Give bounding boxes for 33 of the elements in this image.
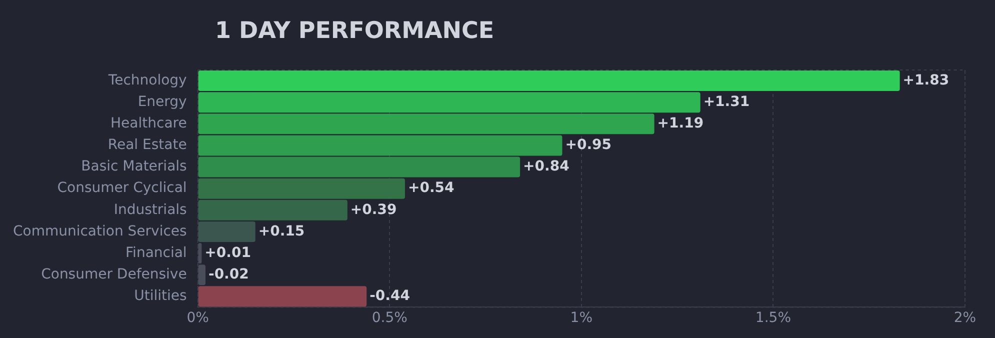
bar [198,221,256,242]
y-tick-label: Technology [107,72,187,88]
x-tick-label: 0% [186,310,209,326]
x-tick-label: 0.5% [372,310,408,326]
data-label: +0.39 [350,202,397,218]
data-label: +0.84 [523,158,570,175]
y-tick-label: Consumer Cyclical [57,180,187,196]
bar [198,156,520,178]
bar [198,92,700,113]
x-tick-label: 1% [570,310,593,326]
bar [198,70,900,92]
data-label: +0.01 [204,244,251,261]
y-tick-label: Industrials [114,202,187,218]
y-tick-label: Healthcare [110,116,187,132]
data-label: +1.83 [902,72,950,88]
bar [198,286,367,307]
y-tick-label: Communication Services [12,223,187,240]
y-tick-label: Real Estate [108,137,187,154]
x-tick-label: 2% [954,310,976,326]
chart-title: 1 DAY PERFORMANCE [215,18,494,44]
x-tick-label: 1.5% [755,310,791,326]
y-tick-label: Consumer Defensive [41,266,187,282]
y-tick-label: Financial [126,244,187,261]
y-tick-label: Basic Materials [81,158,187,175]
data-label: -0.44 [370,288,410,304]
data-label: +1.19 [657,116,704,132]
y-tick-label: Energy [138,94,187,110]
data-label: +0.95 [565,137,612,154]
data-label: -0.02 [208,266,249,282]
data-label: +0.15 [258,223,305,240]
data-label: +1.31 [703,94,750,110]
data-label: +0.54 [408,180,454,196]
y-tick-label: Utilities [134,288,187,304]
